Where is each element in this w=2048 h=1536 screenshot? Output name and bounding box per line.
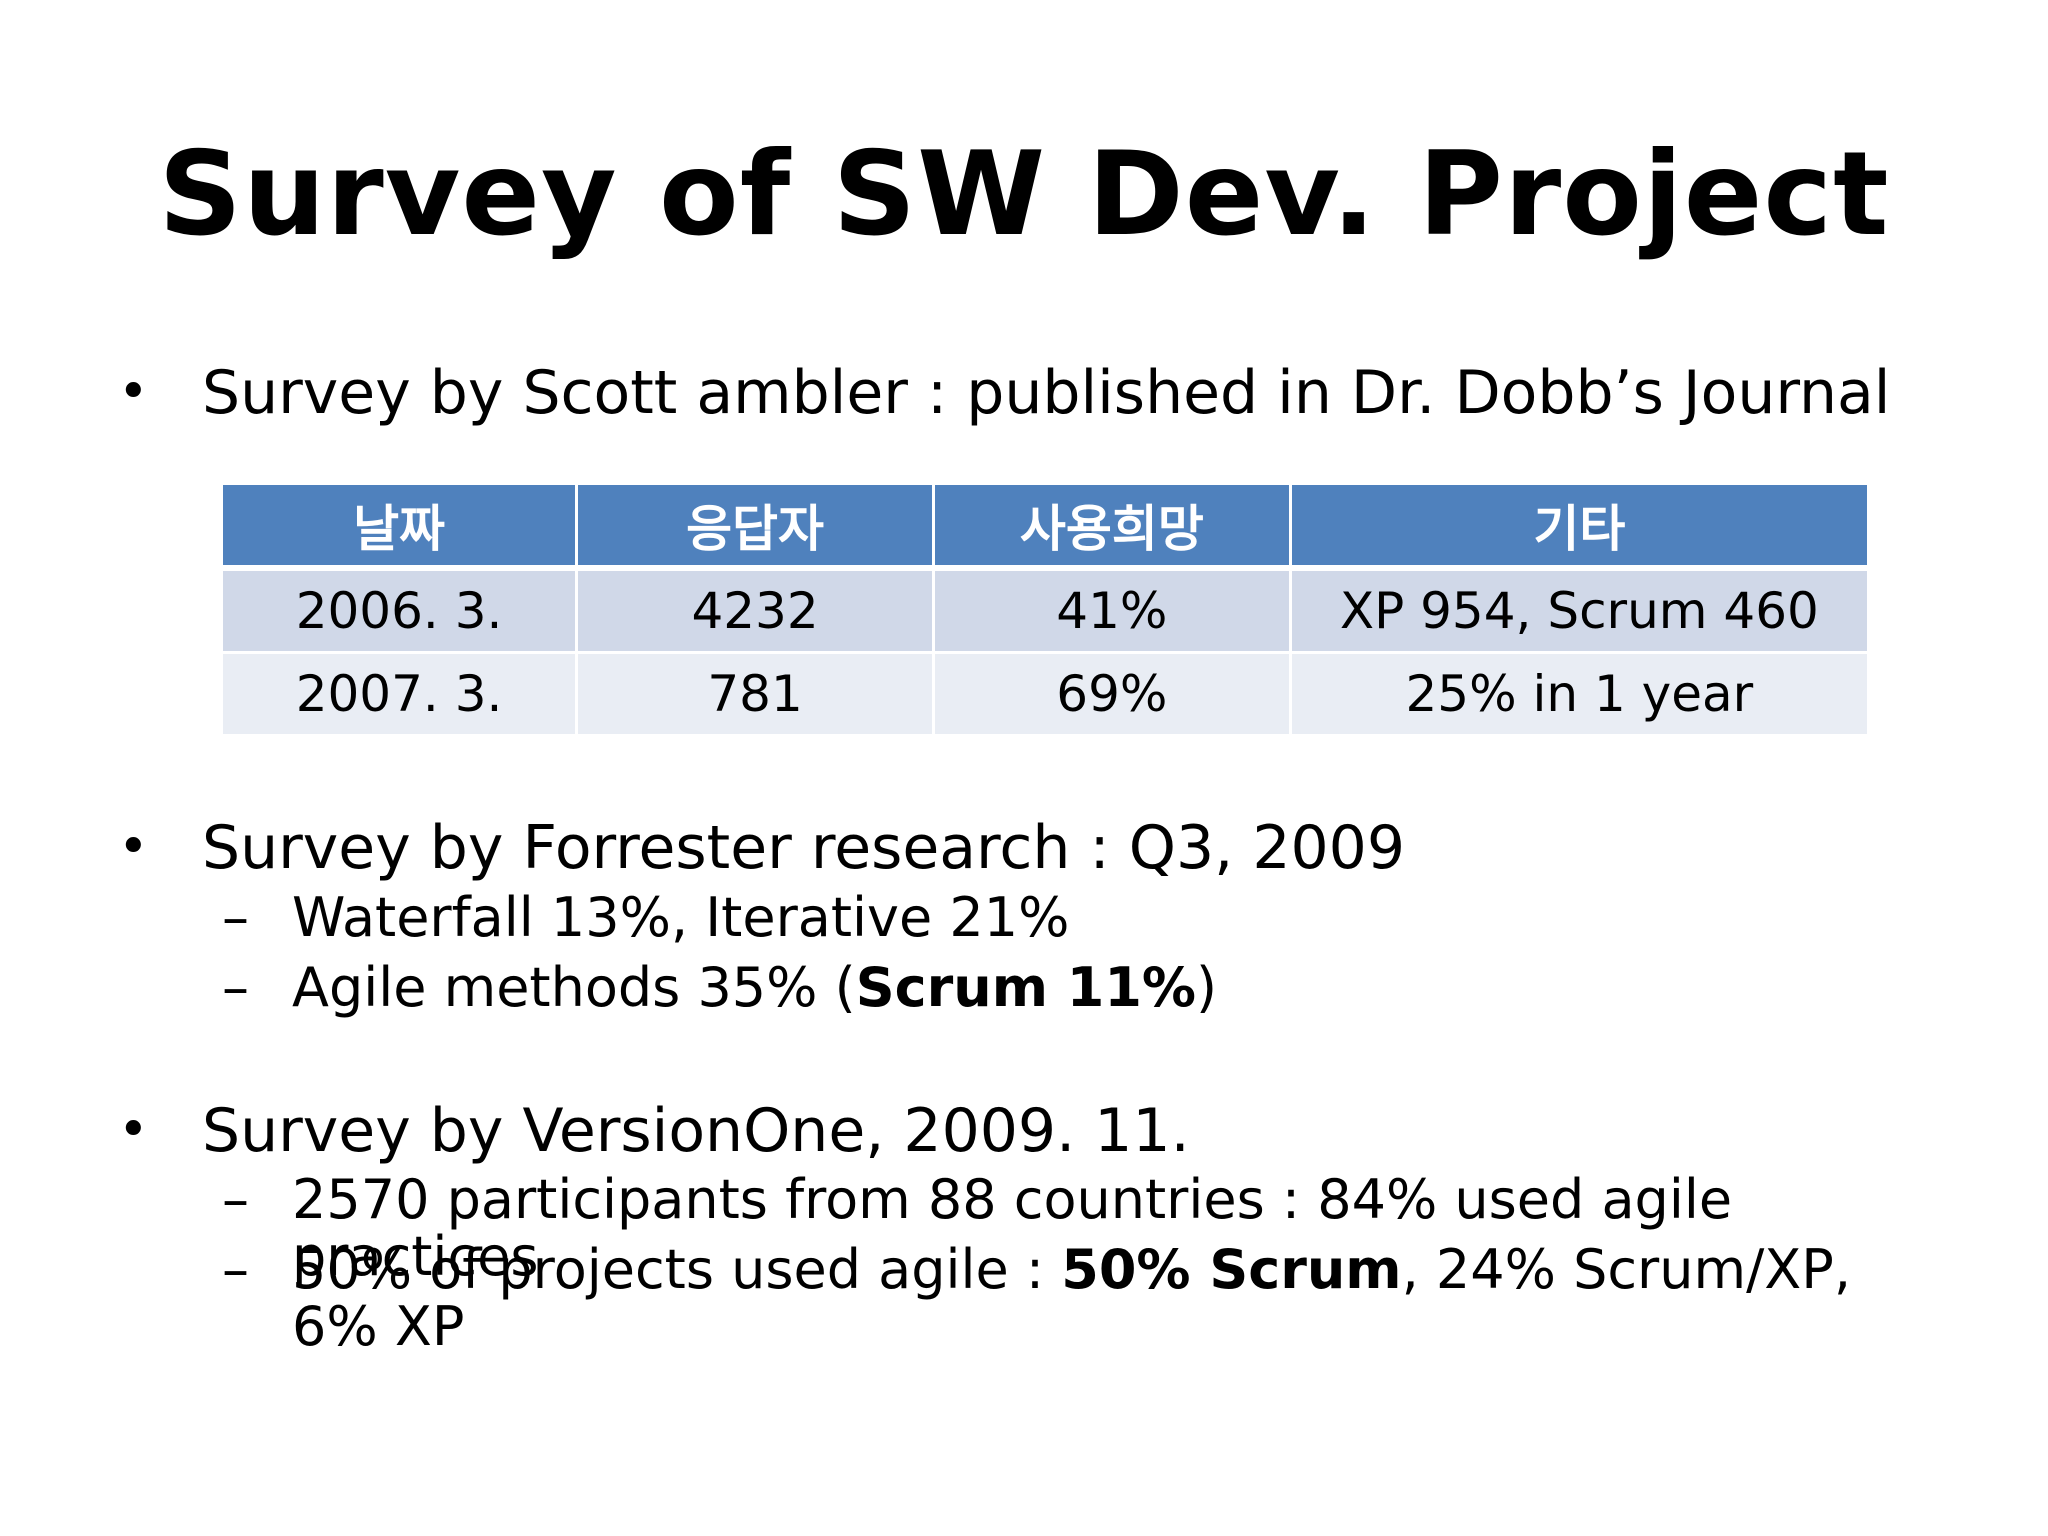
sub-bullet-agile: – Agile methods 35% (Scrum 11%) <box>222 956 1952 1019</box>
sub-text: Agile methods 35% (Scrum 11%) <box>292 959 1952 1017</box>
sub-text-post: , 24% Scrum/XP, 6% XP <box>292 1238 1851 1358</box>
bullet-text: Survey by VersionOne, 2009. 11. <box>202 1096 1190 1166</box>
header-respondents: 응답자 <box>575 482 935 571</box>
sub-text-bold: 50% Scrum <box>1061 1238 1402 1301</box>
sub-bullet-participants: – 2570 participants from 88 countries : … <box>222 1168 1952 1288</box>
sub-bullet-projects: – 50% of projects used agile : 50% Scrum… <box>222 1238 1952 1355</box>
cell-date: 2007. 3. <box>219 651 579 737</box>
cell-intent: 41% <box>932 566 1292 654</box>
table-header-row: 날짜 응답자 사용희망 기타 <box>219 482 1871 571</box>
sub-dash: – <box>222 956 249 1019</box>
sub-text-pre: 50% of projects used agile : <box>292 1238 1062 1301</box>
table-row: 2006. 3. 4232 41% XP 954, Scrum 460 <box>219 566 1871 654</box>
header-other: 기타 <box>1288 482 1871 571</box>
bullet-dot: • <box>118 1100 149 1160</box>
bullet-scott-ambler: • Survey by Scott ambler : published in D… <box>118 357 1890 429</box>
sub-text: 2570 participants from 88 countries : 84… <box>292 1168 1733 1288</box>
header-date: 날짜 <box>219 482 579 571</box>
bullet-dot: • <box>118 817 149 877</box>
sub-dash: – <box>222 1238 249 1301</box>
slide-title: Survey of SW Dev. Project <box>158 127 1890 262</box>
bullet-forrester: • Survey by Forrester research : Q3, 2009 <box>118 812 1405 884</box>
table-row: 2007. 3. 781 69% 25% in 1 year <box>219 651 1871 737</box>
sub-bullet-waterfall: – Waterfall 13%, Iterative 21% <box>222 886 1952 949</box>
sub-dash: – <box>222 1168 249 1231</box>
bullet-text: Survey by Forrester research : Q3, 2009 <box>202 813 1406 883</box>
cell-other: XP 954, Scrum 460 <box>1288 566 1871 654</box>
cell-other: 25% in 1 year <box>1288 651 1871 737</box>
bullet-dot: • <box>118 362 149 422</box>
bullet-text: Survey by Scott ambler : published in Dr… <box>202 358 1891 428</box>
sub-dash: – <box>222 886 249 949</box>
sub-text: Waterfall 13%, Iterative 21% <box>292 886 1070 949</box>
survey-table: 날짜 응답자 사용희망 기타 2006. 3. 4232 41% XP 954,… <box>219 482 1871 737</box>
cell-date: 2006. 3. <box>219 566 579 654</box>
sub-text: 50% of projects used agile : 50% Scrum, … <box>292 1241 1952 1355</box>
bullet-versionone: • Survey by VersionOne, 2009. 11. <box>118 1095 1190 1167</box>
header-intent: 사용희망 <box>932 482 1292 571</box>
sub-text-pre: Agile methods 35% ( <box>292 956 856 1019</box>
sub-text-bold: Scrum 11% <box>855 956 1197 1019</box>
cell-intent: 69% <box>932 651 1292 737</box>
cell-respondents: 781 <box>575 651 935 737</box>
sub-text-post: ) <box>1196 956 1218 1019</box>
cell-respondents: 4232 <box>575 566 935 654</box>
